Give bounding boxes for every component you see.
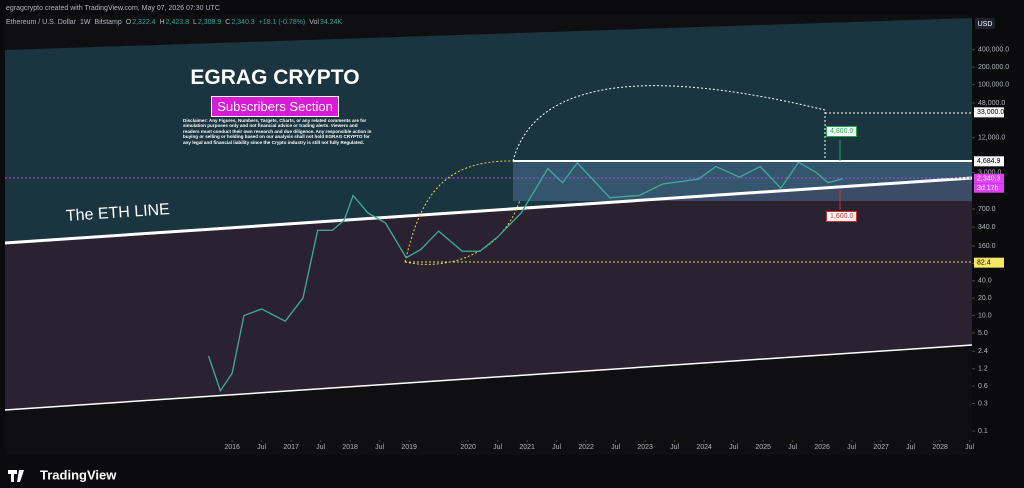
stat-key: O	[126, 19, 132, 26]
x-tick-label: Jul	[375, 444, 384, 451]
x-tick-label: 2018	[342, 444, 358, 451]
header: egragcrypto created with TradingView.com…	[6, 5, 220, 12]
stat-key: Vol	[309, 19, 319, 26]
x-tick-label: Jul	[611, 444, 620, 451]
y-tick-label: 1.2	[978, 366, 988, 373]
x-tick-label: 2020	[460, 444, 476, 451]
price-mark-box	[974, 257, 1004, 268]
footer-logo: TradingView	[40, 467, 117, 482]
price-mark-label: 33,000.0	[977, 109, 1004, 116]
stat-value: 2,340.3	[231, 19, 254, 26]
y-tick-label: 400,000.0	[978, 47, 1009, 54]
target-up: 4,800.0	[826, 126, 858, 137]
price-mark-box	[974, 173, 1004, 184]
stat-value: 2,322.4	[132, 19, 155, 26]
x-tick-label: Jul	[788, 444, 797, 451]
x-tick-label: 2021	[519, 444, 535, 451]
y-tick-label: 160.0	[978, 243, 996, 250]
stat-value: 2,423.8	[166, 19, 189, 26]
currency-box	[975, 18, 995, 29]
stat-value: +18.1 (-0.78%)	[259, 19, 306, 26]
lower-zone	[5, 178, 972, 410]
y-tick-label: 700.0	[978, 206, 996, 213]
y-tick-label: 0.6	[978, 383, 988, 390]
y-tick-label: 10.0	[978, 312, 992, 319]
x-tick-label: 2028	[932, 444, 948, 451]
x-tick-label: Jul	[906, 444, 915, 451]
y-tick-label: 0.1	[978, 428, 988, 435]
price-mark-label: 2,340.3	[977, 176, 1000, 183]
currency: USD	[978, 21, 993, 28]
subtitle: Subscribers Section	[211, 96, 339, 117]
y-tick-label: 340.0	[978, 224, 996, 231]
x-tick-label: 2022	[578, 444, 594, 451]
x-tick-label: 2027	[873, 444, 889, 451]
y-tick-label: 20.0	[978, 295, 992, 302]
x-tick-label: Jul	[257, 444, 266, 451]
countdown-box	[974, 183, 1004, 193]
y-tick-label: 200,000.0	[978, 64, 1009, 71]
cup-curve	[404, 160, 521, 265]
x-tick-label: Jul	[493, 444, 502, 451]
y-tick-label: 0.3	[978, 400, 988, 407]
symbol: Ethereum / U.S. Dollar	[6, 19, 77, 26]
x-tick-label: Jul	[552, 444, 561, 451]
countdown: 3d 17h	[977, 185, 999, 192]
stat-key: C	[225, 19, 230, 26]
y-tick-label: 12,000.0	[978, 135, 1005, 142]
stat-key: L	[193, 19, 197, 26]
x-tick-label: Jul	[729, 444, 738, 451]
x-tick-label: 2023	[637, 444, 653, 451]
y-tick-label: 3,000.0	[978, 169, 1001, 176]
y-tick-label: 100,000.0	[978, 81, 1009, 88]
price-mark-label: 4,684.9	[977, 158, 1000, 165]
x-tick-label: 2017	[283, 444, 299, 451]
stat-key: H	[160, 19, 165, 26]
x-tick-label: 2024	[696, 444, 712, 451]
x-tick-label: 2026	[814, 444, 830, 451]
y-tick-label: 40.0	[978, 278, 992, 285]
y-tick-label: 2.4	[978, 348, 988, 355]
x-tick-label: 2019	[401, 444, 417, 451]
logo-icon	[8, 470, 24, 482]
stat-value: 2,308.9	[198, 19, 221, 26]
x-tick-label: Jul	[965, 444, 974, 451]
price-line	[207, 161, 843, 393]
price-axis	[972, 15, 1018, 455]
x-tick-label: Jul	[670, 444, 679, 451]
channel-bottom	[4, 344, 973, 411]
price-mark-box	[974, 107, 1004, 118]
eth-line	[4, 176, 973, 245]
target-down: 1,600.0	[826, 211, 858, 222]
x-tick-label: 2025	[755, 444, 771, 451]
target-arc	[512, 85, 826, 162]
price-mark-box	[974, 156, 1004, 167]
y-tick-label: 48,000.0	[978, 100, 1005, 107]
x-tick-label: 2016	[224, 444, 240, 451]
x-tick-label: Jul	[847, 444, 856, 451]
status-item: 1W	[80, 19, 91, 26]
status-item: Bitstamp	[95, 19, 122, 26]
price-mark-label: 82.4	[977, 259, 991, 266]
stat-value: 34.24K	[320, 19, 343, 26]
x-tick-label: Jul	[316, 444, 325, 451]
status-line: Ethereum / U.S. Dollar 1W Bitstamp O 2,322.4…	[6, 19, 342, 26]
y-tick-label: 5.0	[978, 330, 988, 337]
disclaimer: Disclaimer: Any Figures, Numbers, Target…	[183, 118, 372, 145]
title: EGRAG CRYPTO	[190, 66, 360, 89]
